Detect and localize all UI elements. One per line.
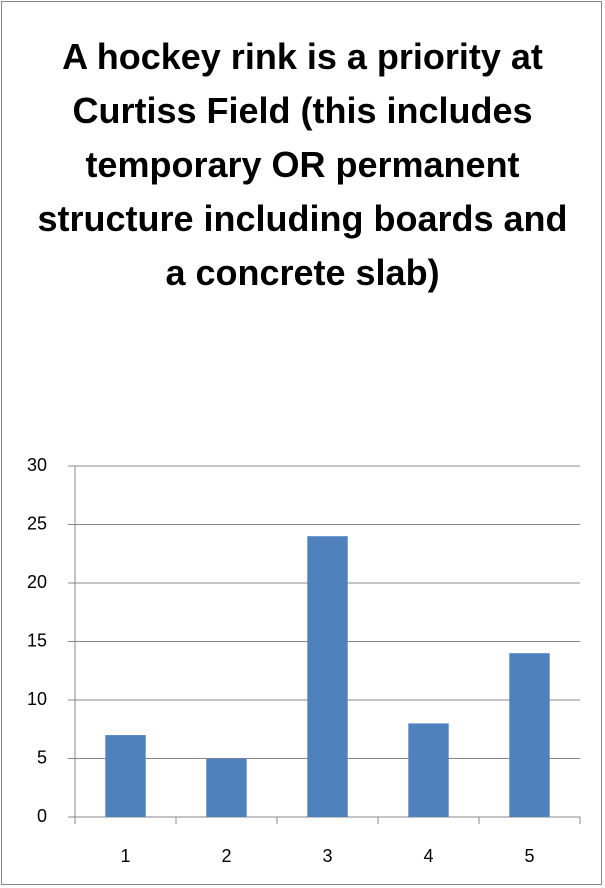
y-tick-label: 25: [27, 513, 47, 533]
y-tick-label: 5: [37, 747, 47, 767]
x-tick-label: 3: [322, 846, 332, 866]
y-tick-label: 20: [27, 572, 47, 592]
x-tick-label: 5: [524, 846, 534, 866]
x-tick-label: 1: [120, 846, 130, 866]
bar: [307, 536, 348, 817]
bar: [206, 758, 247, 817]
bar: [509, 653, 550, 817]
x-tick-label: 2: [221, 846, 231, 866]
y-tick-label: 10: [27, 689, 47, 709]
bar: [408, 723, 449, 817]
y-tick-label: 15: [27, 630, 47, 650]
bar: [105, 735, 146, 817]
y-tick-label: 30: [27, 455, 47, 475]
chart-title: A hockey rink is a priority at Curtiss F…: [37, 36, 568, 293]
x-tick-label: 4: [423, 846, 433, 866]
y-tick-label: 0: [37, 806, 47, 826]
